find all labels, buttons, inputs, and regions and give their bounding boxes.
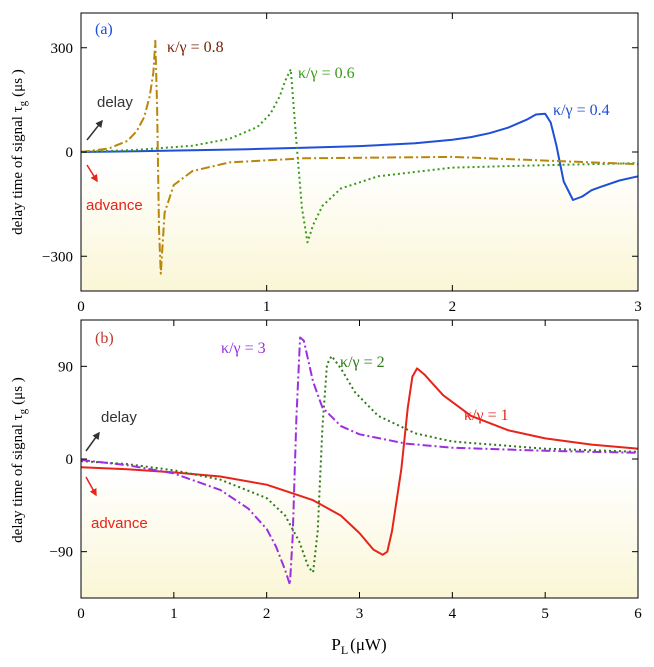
panel-a-xtick-label: 1: [263, 299, 271, 315]
panel-b-xtick-label: 5: [541, 606, 549, 622]
panel-a-series-line-2: [80, 39, 639, 275]
panel-a-series-label-2: κ/γ = 0.8: [167, 39, 224, 56]
panel-a-xtick-label: 3: [634, 299, 642, 315]
panel-a-xtick-label: 0: [77, 299, 85, 315]
panel-a-ylabel: delay time of signal τg(μs ): [10, 69, 29, 235]
panel-a-series-label-0: κ/γ = 0.4: [553, 102, 610, 119]
panel-a-series-line-0: [80, 112, 639, 201]
panel-a-series-label-1: κ/γ = 0.6: [298, 65, 355, 82]
panel-a-background: [81, 13, 638, 291]
panel-a-advance-annotation: advance: [86, 197, 143, 214]
panel-a-ytick-label: 0: [66, 145, 74, 161]
panel-b-series-label-2: κ/γ = 3: [221, 340, 266, 357]
panel-a-delay-arrow: [86, 119, 103, 141]
panel-b-advance-arrow: [85, 476, 97, 497]
panel-b-ytick-label: −90: [50, 545, 73, 561]
panel-a-xtick-label: 2: [449, 299, 457, 315]
panel-b-series-line-0: [80, 367, 639, 556]
panel-b-ytick-label: 0: [66, 452, 74, 468]
panel-b-label: (b): [95, 330, 114, 347]
panel-a-series-line-1: [80, 68, 639, 244]
panel-b-xtick-label: 6: [634, 606, 642, 622]
panel-b-xtick-label: 3: [356, 606, 364, 622]
panel-b-xtick-label: 4: [449, 606, 457, 622]
panel-b-ytick-label: 90: [58, 359, 73, 375]
panel-b-series-label-0: κ/γ = 1: [464, 407, 509, 424]
panel-b-ylabel: delay time of signal τg(μs ): [10, 377, 29, 543]
panel-b-advance-annotation: advance: [91, 515, 148, 532]
panel-a-ytick-label: −300: [42, 249, 73, 265]
panel-a-ytick-label: 300: [51, 41, 74, 57]
panel-a-label: (a): [95, 21, 113, 38]
panel-b-xlabel: PL (μW): [331, 635, 386, 657]
panel-b-background: [81, 320, 638, 598]
panel-b-series-line-2: [80, 336, 639, 586]
panel-a: 0 1 2 3 300 0 −300 (a) delay time of signal τg…: [10, 12, 642, 315]
panel-a-delay-annotation: delay: [97, 94, 133, 111]
panel-b-xtick-label: 1: [170, 606, 178, 622]
panel-b-series-label-1: κ/γ = 2: [340, 354, 385, 371]
panel-b-xtick-label: 0: [77, 606, 85, 622]
panel-b-delay-arrow: [85, 431, 100, 452]
panel-a-advance-arrow: [86, 164, 98, 183]
panel-b: 0 1 2 3 4 5 6 90 0 −90 (b) delay time of signal τ…: [10, 319, 642, 657]
panel-b-delay-annotation: delay: [101, 409, 137, 426]
panel-b-xtick-label: 2: [263, 606, 271, 622]
